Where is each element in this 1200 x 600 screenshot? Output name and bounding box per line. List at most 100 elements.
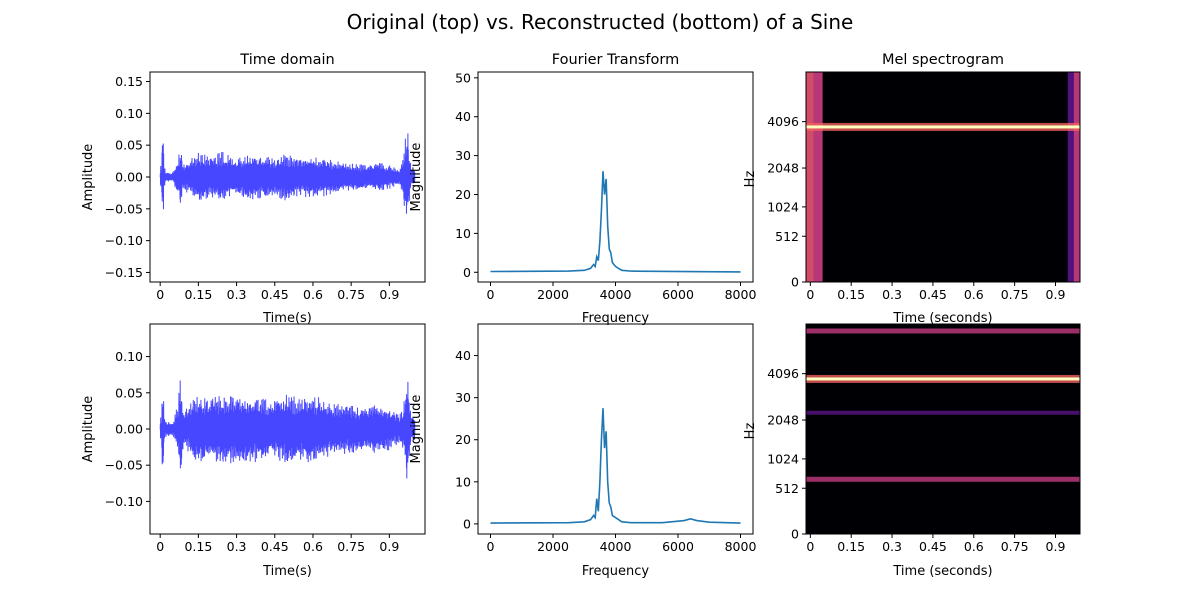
orig-mel-xlabel: Time (seconds): [892, 311, 992, 326]
orig-time-ytick-label-3: 0.00: [115, 170, 143, 185]
recon-mel-xlabel: Time (seconds): [892, 564, 992, 579]
recon-mel-ytick-label-2: 1024: [767, 451, 799, 466]
recon-fft-ytick-label-3: 30: [455, 390, 471, 405]
orig-time-ytick-label-1: −0.10: [105, 233, 143, 248]
orig-mel-ytick-label-3: 2048: [767, 161, 799, 176]
recon-time-xtick-label-5: 0.75: [337, 539, 365, 554]
orig-mel-ytick-label-4: 4096: [767, 114, 799, 129]
orig-time-waveform-line: [159, 133, 416, 214]
orig-time-ytick-label-6: 0.15: [115, 74, 143, 89]
orig-time-plot-area: [159, 133, 416, 214]
recon-mel-xtick-label-6: 0.9: [1046, 539, 1066, 554]
recon-time-ylabel: Amplitude: [81, 396, 96, 463]
recon-fft-ytick-label-2: 20: [455, 432, 471, 447]
orig-mel-ytick-label-2: 1024: [767, 199, 799, 214]
orig-time-xtick-label-2: 0.3: [227, 287, 247, 302]
orig-fft-xtick-label-3: 6000: [662, 287, 694, 302]
orig-fft-ytick-label-3: 30: [455, 148, 471, 163]
orig-time-xtick-label-5: 0.75: [337, 287, 365, 302]
orig-time-ytick-label-2: −0.05: [105, 201, 143, 216]
orig-fft-xtick-label-4: 8000: [725, 287, 757, 302]
orig-mel-xtick-label-3: 0.45: [919, 287, 947, 302]
orig-time-xtick-label-1: 0.15: [184, 287, 212, 302]
orig-fft-xtick-label-2: 4000: [600, 287, 632, 302]
recon-fft-ylabel: Magnitude: [409, 395, 424, 464]
orig-time-xlabel: Time(s): [262, 311, 312, 326]
recon-fft-ytick-label-0: 0: [463, 516, 471, 531]
orig-mel-band-0: [806, 125, 1080, 129]
orig-mel-ytick-label-0: 0: [791, 275, 799, 290]
recon-mel-ytick-label-1: 512: [775, 481, 799, 496]
recon-mel-xtick-label-2: 0.3: [882, 539, 902, 554]
orig-fft-ytick-label-1: 10: [455, 226, 471, 241]
recon-mel-background: [806, 324, 1080, 534]
recon-fft-axes-frame: [477, 323, 754, 535]
recon-fft-xlabel: Frequency: [582, 564, 649, 579]
orig-mel-xtick-label-5: 0.75: [1001, 287, 1029, 302]
orig-fft-plot-area: [490, 171, 741, 273]
recon-mel-xtick-label-4: 0.6: [964, 539, 984, 554]
orig-mel-xtick-label-1: 0.15: [837, 287, 865, 302]
recon-mel-band-2: [806, 410, 1080, 415]
orig-time-ytick-label-0: −0.15: [105, 265, 143, 280]
recon-fft-plot-area: [490, 408, 741, 524]
orig-mel-plot-area: [806, 72, 1080, 282]
recon-time-xtick-label-4: 0.6: [303, 539, 323, 554]
orig-mel-ytick-label-1: 512: [775, 229, 799, 244]
recon-mel-xtick-label-1: 0.15: [837, 539, 865, 554]
recon-time-xtick-label-1: 0.15: [184, 539, 212, 554]
orig-fft-axes-frame: [477, 71, 754, 283]
recon-mel-ylabel: Hz: [743, 423, 758, 440]
recon-fft-xtick-label-2: 4000: [600, 539, 632, 554]
orig-fft-ytick-label-0: 0: [463, 265, 471, 280]
recon-time-xtick-label-0: 0: [156, 539, 164, 554]
recon-fft-ytick-label-4: 40: [455, 348, 471, 363]
orig-mel-axes-frame: [805, 71, 1081, 283]
recon-time-xtick-label-2: 0.3: [227, 539, 247, 554]
orig-mel-xtick-label-6: 0.9: [1046, 287, 1066, 302]
recon-fft-spectrum-line: [490, 408, 741, 524]
orig-fft-xtick-label-0: 0: [487, 287, 495, 302]
figure-title: Original (top) vs. Reconstructed (bottom…: [347, 10, 854, 34]
recon-mel-ytick-label-3: 2048: [767, 413, 799, 428]
orig-mel-xtick-label-0: 0: [806, 287, 814, 302]
recon-mel-xtick-label-0: 0: [806, 539, 814, 554]
recon-mel-band-0: [806, 328, 1080, 334]
orig-time-ytick-label-5: 0.10: [115, 106, 143, 121]
recon-mel-xtick-label-5: 0.75: [1001, 539, 1029, 554]
orig-fft-xtick-label-1: 2000: [537, 287, 569, 302]
orig-fft-xlabel: Frequency: [582, 311, 649, 326]
recon-fft-xtick-label-0: 0: [487, 539, 495, 554]
orig-mel-left-edge-core: [806, 72, 814, 282]
recon-time-xtick-label-6: 0.9: [379, 539, 399, 554]
orig-mel-right-edge-core: [1073, 72, 1080, 282]
orig-fft-ytick-label-4: 40: [455, 109, 471, 124]
recon-time-ytick-label-1: −0.05: [105, 458, 143, 473]
orig-fft-ylabel: Magnitude: [409, 143, 424, 212]
orig-time-ylabel: Amplitude: [81, 144, 96, 211]
recon-time-ytick-label-3: 0.05: [115, 385, 143, 400]
recon-fft-ytick-label-1: 10: [455, 474, 471, 489]
recon-time-xtick-label-3: 0.45: [261, 539, 289, 554]
recon-fft-xtick-label-3: 6000: [662, 539, 694, 554]
orig-time-title: Time domain: [239, 52, 334, 68]
orig-mel-ylabel: Hz: [743, 171, 758, 188]
recon-fft-xtick-label-1: 2000: [537, 539, 569, 554]
recon-mel-ytick-label-0: 0: [791, 527, 799, 542]
orig-mel-title: Mel spectrogram: [882, 52, 1004, 68]
orig-time-xtick-label-6: 0.9: [379, 287, 399, 302]
recon-time-xlabel: Time(s): [262, 564, 312, 579]
orig-fft-ytick-label-2: 20: [455, 187, 471, 202]
recon-time-waveform-line: [159, 380, 416, 479]
orig-time-xtick-label-4: 0.6: [303, 287, 323, 302]
recon-time-ytick-label-0: −0.10: [105, 494, 143, 509]
recon-mel-band-1: [806, 377, 1080, 381]
orig-fft-spectrum-line: [490, 171, 741, 273]
recon-fft-xtick-label-4: 8000: [725, 539, 757, 554]
recon-mel-ytick-label-4: 4096: [767, 366, 799, 381]
orig-time-ytick-label-4: 0.05: [115, 138, 143, 153]
recon-time-ytick-label-4: 0.10: [115, 349, 143, 364]
orig-mel-background: [806, 72, 1080, 282]
recon-time-plot-area: [159, 380, 416, 479]
